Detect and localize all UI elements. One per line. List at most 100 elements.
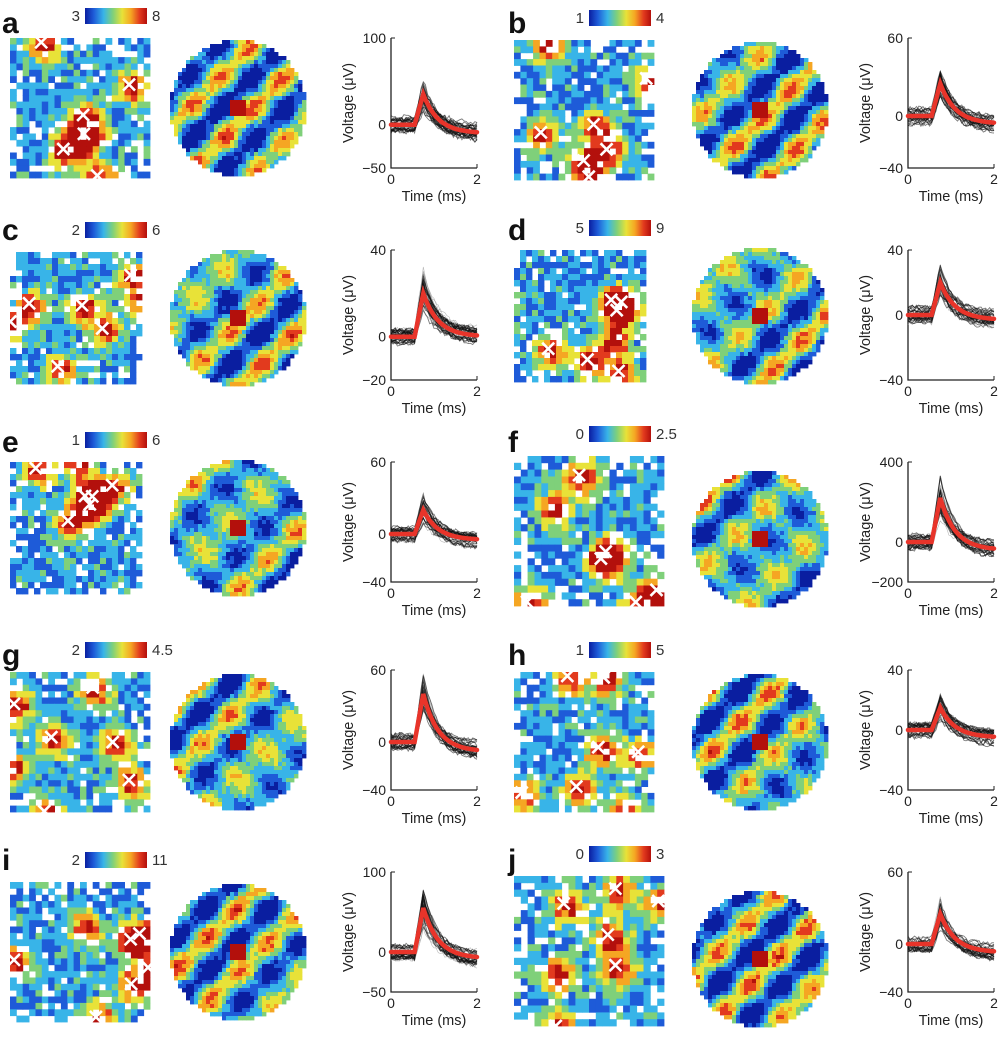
rate-map-cell — [533, 40, 540, 47]
rate-map-cell — [580, 358, 587, 365]
field-cross-marker — [22, 296, 37, 311]
autocorrelogram-cell — [254, 88, 259, 93]
autocorrelogram-cell — [282, 152, 287, 157]
autocorrelogram-cell — [190, 338, 195, 343]
autocorrelogram-cell — [266, 258, 271, 263]
autocorrelogram-cell — [210, 60, 215, 65]
autocorrelogram-cell — [182, 128, 187, 133]
autocorrelogram-cell — [696, 118, 701, 123]
autocorrelogram-cell — [764, 118, 769, 123]
autocorrelogram-cell — [182, 294, 187, 299]
autocorrelogram-cell — [772, 114, 777, 119]
autocorrelogram-cell — [820, 134, 825, 139]
rate-map-cell — [526, 65, 534, 73]
autocorrelogram-cell — [242, 322, 247, 327]
rate-map-cell — [136, 294, 143, 301]
autocorrelogram-cell — [294, 306, 299, 311]
autocorrelogram-cell — [258, 370, 263, 375]
rate-map-cell — [586, 334, 593, 341]
autocorrelogram-cell — [720, 54, 725, 59]
autocorrelogram-cell — [740, 284, 745, 289]
autocorrelogram-cell — [784, 166, 789, 171]
autocorrelogram-cell — [278, 156, 283, 161]
rate-map-cell — [124, 324, 131, 331]
autocorrelogram-cell — [294, 338, 299, 343]
rate-map-cell — [544, 370, 551, 377]
autocorrelogram-cell — [800, 106, 805, 111]
rate-map-cell — [22, 95, 30, 103]
autocorrelogram-cell — [246, 366, 251, 371]
autocorrelogram-cell — [254, 156, 259, 161]
rate-map-cell — [16, 38, 24, 45]
rate-map-cell — [112, 324, 119, 331]
rate-map-cell — [598, 286, 605, 293]
autocorrelogram-cell — [210, 72, 215, 77]
autocorrelogram-cell — [198, 342, 203, 347]
rate-map-cell — [634, 328, 641, 335]
autocorrelogram-cell — [800, 62, 805, 67]
autocorrelogram-cell — [198, 120, 203, 125]
autocorrelogram-cell — [242, 330, 247, 335]
autocorrelogram-cell — [752, 312, 757, 317]
autocorrelogram-cell — [732, 158, 737, 163]
rate-map-cell — [592, 286, 599, 293]
autocorrelogram-cell — [302, 116, 307, 121]
autocorrelogram-cell — [792, 94, 797, 99]
rate-map-cell — [137, 50, 145, 58]
autocorrelogram-cell — [788, 50, 793, 55]
autocorrelogram-cell — [250, 342, 255, 347]
autocorrelogram-cell — [796, 66, 801, 71]
autocorrelogram-cell — [708, 98, 713, 103]
autocorrelogram-cell — [784, 150, 789, 155]
autocorrelogram-cell — [692, 110, 697, 115]
autocorrelogram-cell — [270, 76, 275, 81]
autocorrelogram-cell — [234, 378, 239, 383]
autocorrelogram-cell — [274, 318, 279, 323]
autocorrelogram-cell — [720, 158, 725, 163]
autocorrelogram-cell — [222, 302, 227, 307]
autocorrelogram-cell — [788, 118, 793, 123]
autocorrelogram-cell — [294, 140, 299, 145]
rate-map-cell — [640, 250, 647, 257]
x-tick-label: 2 — [473, 383, 481, 399]
rate-map-cell — [58, 312, 65, 319]
autocorrelogram-cell — [776, 134, 781, 139]
rate-map-cell — [112, 330, 119, 337]
autocorrelogram-cell — [274, 290, 279, 295]
autocorrelogram-cell — [194, 310, 199, 315]
rate-map-cell — [615, 65, 623, 73]
autocorrelogram-cell — [242, 104, 247, 109]
autocorrelogram-cell — [788, 86, 793, 91]
autocorrelogram-cell — [210, 374, 215, 379]
rate-map-cell — [610, 256, 617, 263]
autocorrelogram-cell — [282, 120, 287, 125]
autocorrelogram-cell — [796, 130, 801, 135]
rate-map-cell — [577, 90, 585, 98]
rate-map-cell — [568, 292, 575, 299]
autocorrelogram-cell — [812, 304, 817, 309]
rate-map-cell — [130, 146, 138, 153]
autocorrelogram-cell — [720, 126, 725, 131]
rate-map-cell — [520, 310, 527, 317]
autocorrelogram-cell — [712, 70, 717, 75]
autocorrelogram-cell — [258, 88, 263, 93]
autocorrelogram-cell — [784, 272, 789, 277]
autocorrelogram-cell — [242, 270, 247, 275]
rate-map-cell — [586, 280, 593, 287]
autocorrelogram-cell — [282, 274, 287, 279]
autocorrelogram-cell — [178, 88, 183, 93]
autocorrelogram-cell — [286, 346, 291, 351]
autocorrelogram-cell — [186, 80, 191, 85]
autocorrelogram-cell — [242, 148, 247, 153]
autocorrelogram-cell — [238, 318, 243, 323]
autocorrelogram-cell — [194, 148, 199, 153]
autocorrelogram-cell — [712, 300, 717, 305]
autocorrelogram-cell — [206, 104, 211, 109]
rate-map-cell — [514, 97, 521, 105]
autocorrelogram-cell — [206, 334, 211, 339]
rate-map-cell — [568, 352, 575, 359]
autocorrelogram-cell — [692, 312, 697, 317]
autocorrelogram-cell — [788, 288, 793, 293]
rate-map-cell — [111, 158, 119, 166]
autocorrelogram-cell — [752, 296, 757, 301]
